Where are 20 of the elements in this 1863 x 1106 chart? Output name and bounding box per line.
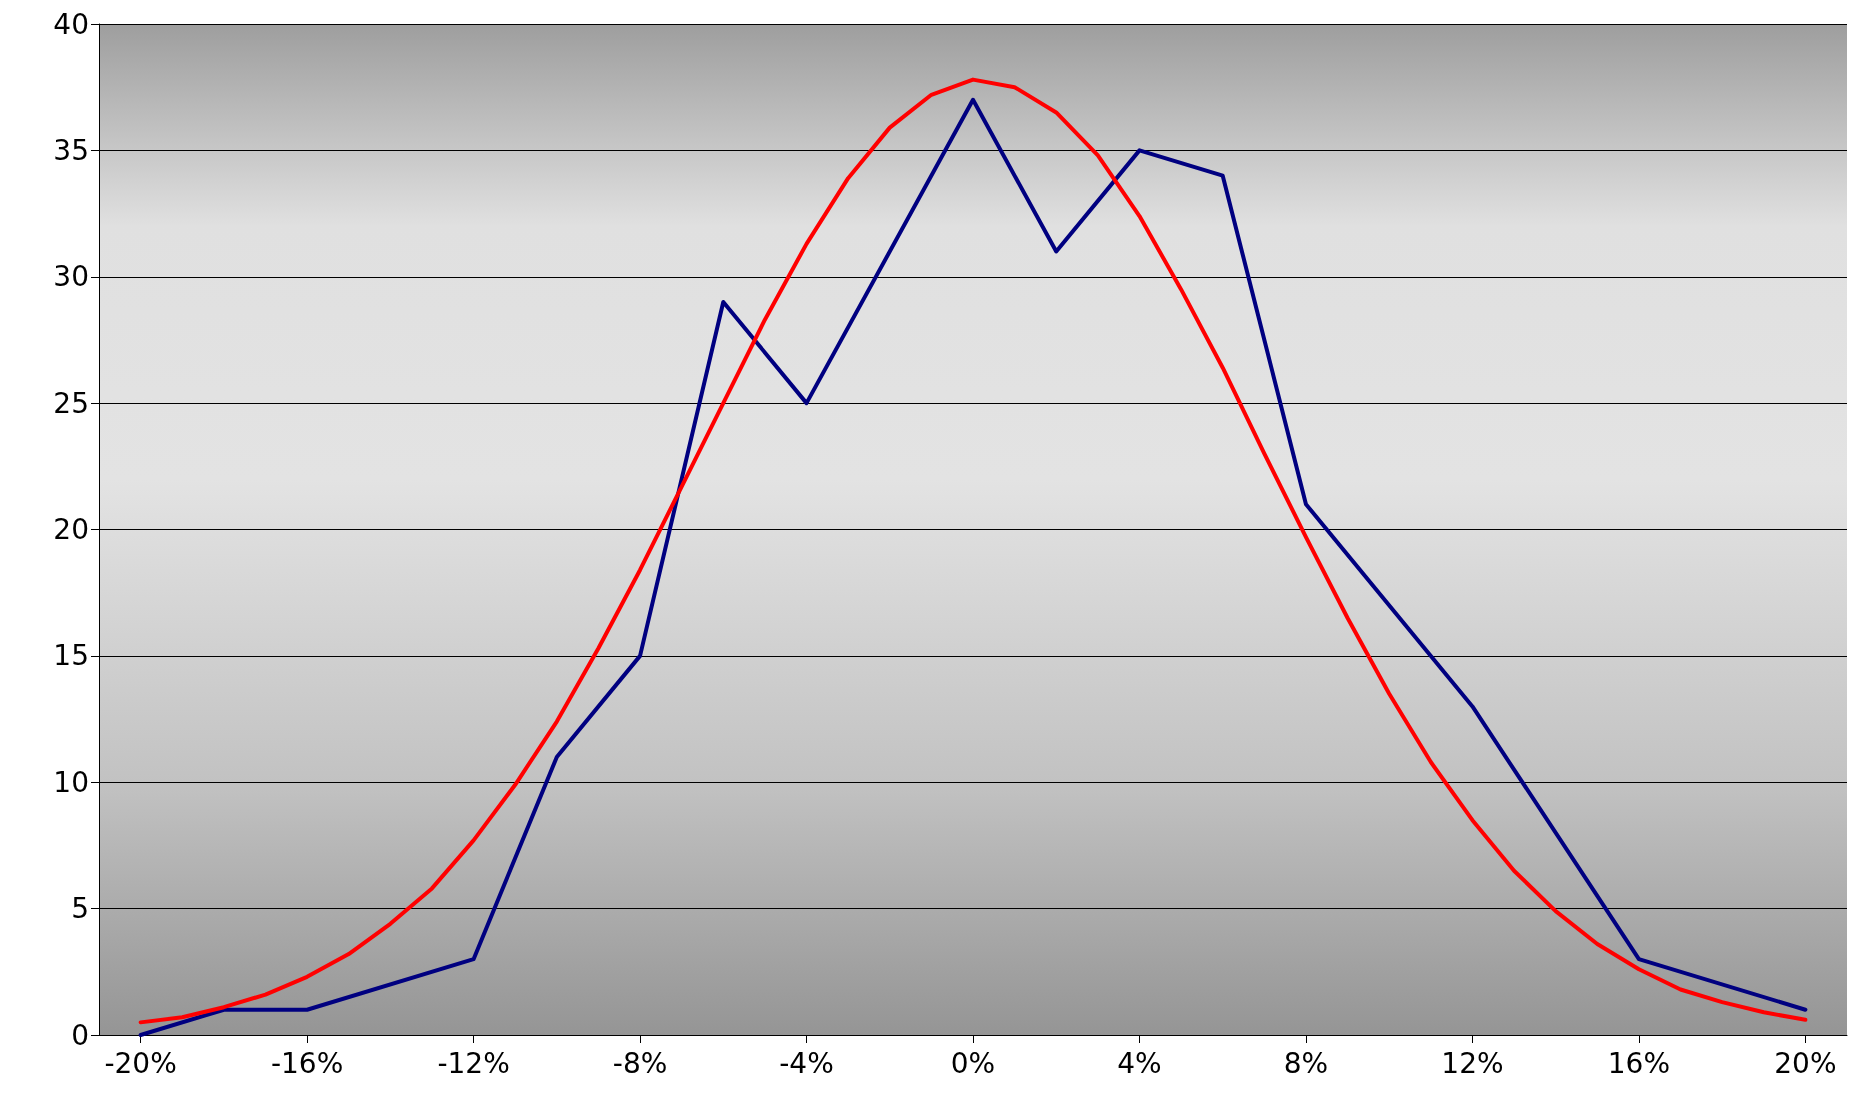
- y-tick-label: 5: [71, 892, 89, 926]
- x-tick-label: -20%: [104, 1046, 177, 1080]
- x-tick-label: 8%: [1283, 1046, 1329, 1080]
- y-tick-label: 35: [53, 133, 89, 167]
- x-tick-label: -8%: [612, 1046, 668, 1080]
- y-tick-label: 40: [53, 7, 89, 41]
- x-tick-label: -16%: [270, 1046, 344, 1080]
- x-tick-label: 16%: [1607, 1046, 1671, 1080]
- y-tick-label: 10: [53, 765, 89, 799]
- y-tick-label: 20: [53, 513, 89, 546]
- y-tick-label: 25: [53, 386, 89, 420]
- x-tick-label: 0%: [950, 1046, 996, 1080]
- x-tick-label: -12%: [437, 1046, 510, 1080]
- x-tick-label: -4%: [779, 1046, 834, 1080]
- x-tick-label: 12%: [1441, 1046, 1504, 1080]
- y-tick-label: 15: [53, 639, 89, 673]
- x-tick-label: 20%: [1774, 1046, 1837, 1080]
- y-tick-label: 0: [71, 1018, 89, 1052]
- x-tick-label: 4%: [1117, 1046, 1162, 1080]
- y-tick-label: 30: [53, 260, 89, 294]
